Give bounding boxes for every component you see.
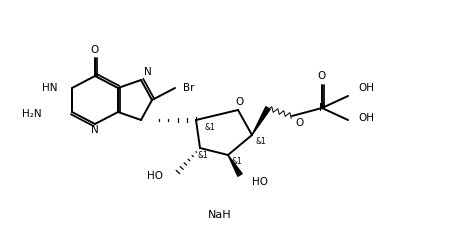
- Polygon shape: [227, 155, 242, 176]
- Text: O: O: [235, 97, 244, 107]
- Text: NaH: NaH: [208, 210, 231, 220]
- Text: Br: Br: [183, 83, 194, 93]
- Text: O: O: [295, 118, 304, 128]
- Text: &1: &1: [205, 122, 215, 131]
- Text: O: O: [317, 71, 326, 81]
- Text: H₂N: H₂N: [23, 109, 42, 119]
- Text: &1: &1: [231, 157, 242, 166]
- Text: HO: HO: [147, 171, 163, 181]
- Text: &1: &1: [255, 138, 266, 147]
- Text: P: P: [318, 103, 324, 113]
- Text: &1: &1: [198, 150, 208, 159]
- Text: OH: OH: [357, 113, 373, 123]
- Text: O: O: [91, 45, 99, 55]
- Text: HO: HO: [252, 177, 267, 187]
- Text: HN: HN: [42, 83, 58, 93]
- Text: OH: OH: [357, 83, 373, 93]
- Polygon shape: [252, 107, 270, 135]
- Text: N: N: [144, 67, 152, 77]
- Text: N: N: [91, 125, 99, 135]
